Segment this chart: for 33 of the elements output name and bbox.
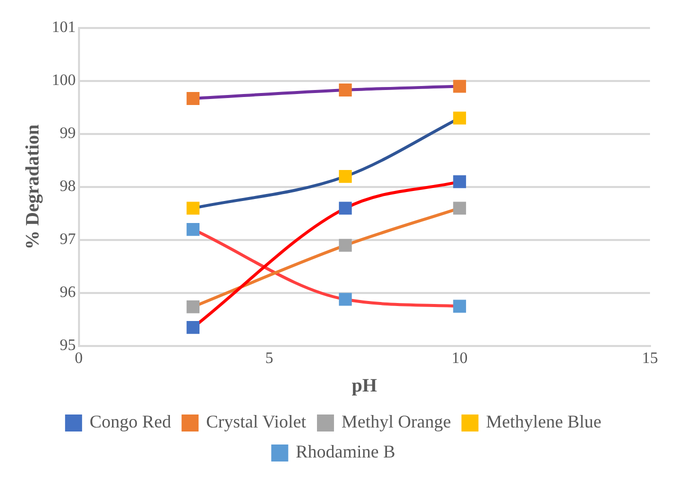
point [338, 292, 352, 306]
x-tick-label: 15 [642, 350, 658, 367]
legend-label: Methyl Orange [341, 412, 451, 432]
y-tick-label: 97 [60, 231, 76, 248]
point [186, 222, 200, 236]
point [186, 300, 200, 314]
point [453, 202, 466, 215]
y-tick-label: 96 [60, 284, 76, 302]
x-tick-label: 0 [74, 350, 83, 367]
x-tick-label: 10 [452, 350, 468, 367]
legend-label: Congo Red [90, 412, 172, 432]
x-axis-title: pH [352, 376, 378, 397]
x-tick-label: 5 [265, 350, 274, 367]
legend-label: Methylene Blue [486, 412, 602, 432]
y-tick-label: 100 [52, 72, 76, 90]
y-tick-label: 95 [60, 337, 76, 354]
y-tick-label: 101 [52, 19, 76, 36]
point [453, 80, 466, 93]
point [186, 321, 200, 334]
point [338, 238, 352, 252]
point [453, 112, 466, 125]
y-axis-title: % Degradation [22, 124, 44, 250]
point [186, 202, 200, 215]
point [453, 175, 466, 188]
point [338, 84, 352, 96]
point [186, 92, 200, 105]
legend-label: Crystal Violet [206, 412, 306, 432]
legend-label: Rhodamine B [296, 442, 396, 462]
point [338, 170, 352, 183]
y-tick-label: 98 [60, 178, 76, 196]
y-tick-label: 99 [60, 125, 76, 142]
point [338, 202, 352, 215]
point [453, 300, 466, 313]
